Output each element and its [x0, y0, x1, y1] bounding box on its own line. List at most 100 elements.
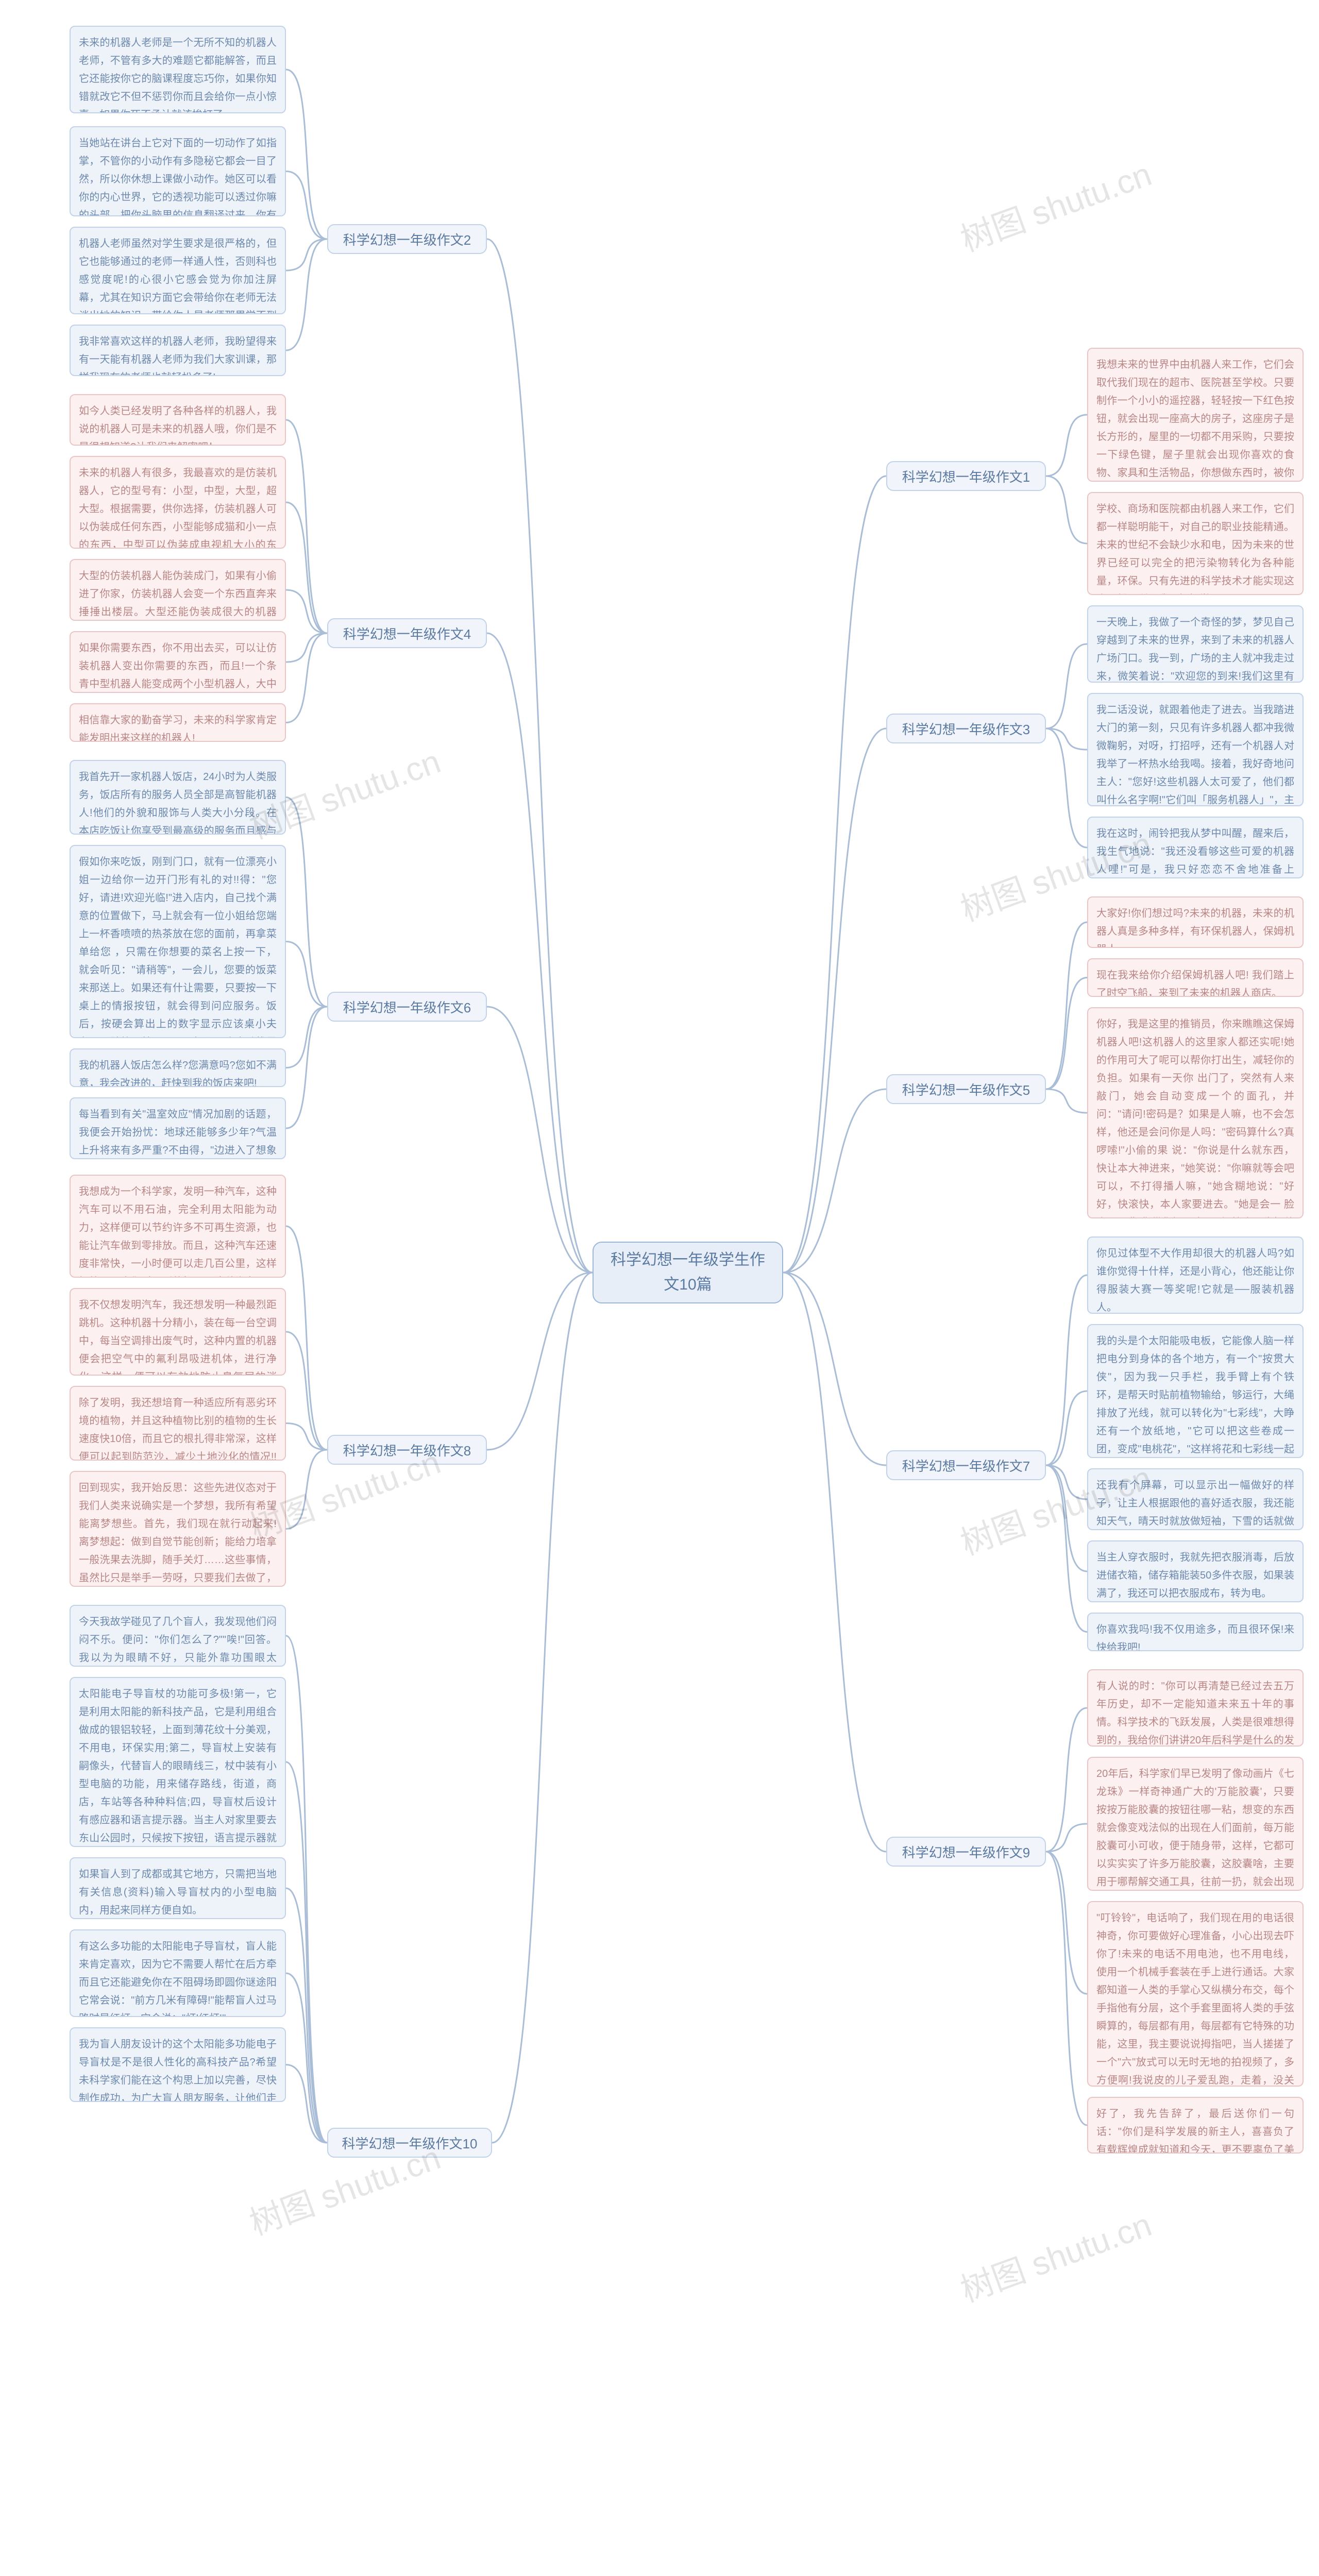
leaf-node: 我不仅想发明汽车，我还想发明一种最烈距跳机。这种机器十分精小，装在每一台空调中，…	[70, 1288, 286, 1376]
edge	[286, 590, 327, 633]
branch-node: 科学幻想一年级作文1	[886, 461, 1046, 491]
branch-label: 科学幻想一年级作文8	[343, 1440, 471, 1460]
edge	[286, 239, 327, 350]
edge	[1046, 1852, 1087, 2125]
leaf-node: 学校、商场和医院都由机器人来工作，它们都一样聪明能干，对自己的职业技能精通。未来…	[1087, 492, 1304, 595]
edge	[1046, 1465, 1087, 1571]
branch-node: 科学幻想一年级作文4	[327, 618, 487, 648]
watermark: 树图 shutu.cn	[953, 148, 1157, 261]
edge	[286, 70, 327, 239]
edge	[1046, 1465, 1087, 1632]
edge	[487, 239, 593, 1273]
edge	[286, 1973, 327, 2143]
leaf-node: 20年后，科学家们早已发明了像动画片《七龙珠》一样奇神通广大的'万能胶囊'，只要…	[1087, 1757, 1304, 1891]
edge	[286, 1007, 327, 1068]
edge	[286, 1636, 327, 2143]
edge	[1046, 1089, 1087, 1113]
edge	[286, 633, 327, 723]
edge	[1046, 644, 1087, 728]
branch-label: 科学幻想一年级作文1	[902, 467, 1030, 486]
edge	[286, 1450, 327, 1529]
branch-node: 科学幻想一年级作文6	[327, 992, 487, 1022]
edge	[1046, 1275, 1087, 1465]
branch-node: 科学幻想一年级作文9	[886, 1837, 1046, 1867]
branch-node: 科学幻想一年级作文3	[886, 714, 1046, 743]
leaf-node: 未来的机器人老师是一个无所不知的机器人老师，不管有多大的难题它都能解答，而且它还…	[70, 26, 286, 113]
edge	[487, 633, 593, 1273]
leaf-node: 大家好!你们想过吗?未来的机器，未来的机器人真是多种多样，有环保机器人，保姆机器…	[1087, 896, 1304, 948]
leaf-node: 大型的仿装机器人能伪装成门，如果有小偷进了你家，仿装机器人会变一个东西直奔来捶捶…	[70, 559, 286, 621]
edge	[1046, 476, 1087, 544]
leaf-node: 现在我来给你介绍保姆机器人吧! 我们踏上了时空飞船，来到了未来的机器人商店。	[1087, 958, 1304, 997]
edge	[286, 2065, 327, 2143]
edge	[1046, 1708, 1087, 1852]
edge	[286, 420, 327, 633]
leaf-node: 你好，我是这里的推销员，你来瞧瞧这保姆机器人吧!这机器人的这里家人都还实呢!她的…	[1087, 1007, 1304, 1218]
edge	[1046, 1824, 1087, 1852]
leaf-node: 回到现实，我开始反思：这些先进仪态对于我们人类来说确实是一个梦想，我所有希望能离…	[70, 1471, 286, 1587]
edge	[286, 1007, 327, 1128]
edge	[286, 942, 327, 1007]
leaf-node: 我非常喜欢这样的机器人老师，我盼望得来有一天能有机器人老师为我们大家训课，那样我…	[70, 325, 286, 376]
leaf-node: 我的头是个太阳能吸电板，它能像人脑一样把电分到身体的各个地方，有一个"按贯大侠"…	[1087, 1324, 1304, 1458]
leaf-node: 我二话没说，就跟着他走了进去。当我踏进大门的第一刻，只见有许多机器人都冲我微微鞠…	[1087, 693, 1304, 806]
edge	[487, 1007, 593, 1273]
leaf-node: 我首先开一家机器人饭店，24小时为人类服务，饭店所有的服务人员全部是高智能机器人…	[70, 760, 286, 835]
leaf-node: 如果你需要东西，你不用出去买，可以让仿装机器人变出你需要的东西，而且!一个条青中…	[70, 631, 286, 693]
branch-label: 科学幻想一年级作文7	[902, 1456, 1030, 1475]
edge	[783, 476, 886, 1273]
branch-node: 科学幻想一年级作文2	[327, 224, 487, 254]
edge	[286, 633, 327, 662]
edge	[286, 502, 327, 633]
edge	[286, 1332, 327, 1450]
edge	[286, 798, 327, 1007]
leaf-node: 我为盲人朋友设计的这个太阳能多功能电子导盲杖是不是很人性化的高科技产品?希望未科…	[70, 2027, 286, 2102]
leaf-node: 如果盲人到了成都或其它地方，只需把当地有关信息(资料)输入导盲杖内的小型电脑内，…	[70, 1857, 286, 1919]
edge	[1046, 1465, 1087, 1499]
leaf-node: 有人说的时："你可以再清楚已经过去五万年历史，却不一定能知道未来五十年的事情。科…	[1087, 1669, 1304, 1747]
edge	[1046, 1852, 1087, 1994]
leaf-node: 你喜欢我吗!我不仅用途多，而且很环保!来快给我吧!	[1087, 1613, 1304, 1651]
branch-label: 科学幻想一年级作文6	[343, 997, 471, 1016]
root-label: 科学幻想一年级学生作文10篇	[609, 1248, 767, 1297]
leaf-node: 如今人类已经发明了各种各样的机器人，我说的机器人可是未来的机器人哦，你们是不是很…	[70, 394, 286, 446]
leaf-node: 我想成为一个科学家，发明一种汽车，这种汽车可以不用石油，完全利用太阳能为动力，这…	[70, 1175, 286, 1278]
leaf-node: 每当看到有关"温室效应"情况加剧的话题，我便会开始扮忧：地球还能够多少年?气温上…	[70, 1097, 286, 1159]
leaf-node: 我在这时，闹铃把我从梦中叫醒，醒来后，我生气地说："我还没看够这些可爱的机器人哩…	[1087, 817, 1304, 878]
edge	[286, 1423, 327, 1450]
branch-label: 科学幻想一年级作文9	[902, 1842, 1030, 1861]
watermark: 树图 shutu.cn	[953, 2198, 1157, 2311]
edge	[1046, 728, 1087, 750]
leaf-node: 当她站在讲台上它对下面的一切动作了如指掌，不管你的小动作有多隐秘它都会一目了然，…	[70, 126, 286, 216]
leaf-node: 相信靠大家的勤奋学习，未来的科学家肯定能发明出来这样的机器人!	[70, 703, 286, 742]
edge	[1046, 1391, 1087, 1465]
leaf-node: 当主人穿衣服时，我就先把衣服消毒，后放进储衣箱，储存箱能装50多件衣服，如果装满…	[1087, 1540, 1304, 1602]
edge	[492, 1273, 593, 2143]
leaf-node: 太阳能电子导盲杖的功能可多极!第一，它是利用太阳能的新科技产品，它是利用组合做成…	[70, 1677, 286, 1847]
branch-node: 科学幻想一年级作文7	[886, 1450, 1046, 1480]
leaf-node: 今天我故学碰见了几个盲人，我发现他们闷闷不乐。便问："你们怎么了?""唉!"回答…	[70, 1605, 286, 1667]
leaf-node: 假如你来吃饭，刚到门口，就有一位漂亮小姐一边给你一边开门形有礼的对!!得："您好…	[70, 845, 286, 1038]
edge	[1046, 922, 1087, 1089]
edge	[286, 239, 327, 270]
leaf-node: 有这么多功能的太阳能电子导盲杖，盲人能来肯定喜欢，因为它不需要人帮忙在后方牵而且…	[70, 1929, 286, 2017]
leaf-node: 未来的机器人有很多，我最喜欢的是仿装机器人，它的型号有：小型，中型，大型，超大型…	[70, 456, 286, 549]
edge	[783, 1273, 886, 1852]
leaf-node: 你见过体型不大作用却很大的机器人吗?如谁你觉得十什样，还是小背心，他还能让你得服…	[1087, 1236, 1304, 1314]
branch-label: 科学幻想一年级作文5	[902, 1080, 1030, 1099]
branch-label: 科学幻想一年级作文10	[342, 2133, 478, 2153]
branch-label: 科学幻想一年级作文3	[902, 719, 1030, 738]
leaf-node: 我的机器人饭店怎么样?您满意吗?您如不满意，我会改进的，赶快到我的饭店来吧!	[70, 1048, 286, 1087]
edge	[286, 1762, 327, 2143]
leaf-node: 我想未来的世界中由机器人来工作，它们会取代我们现在的超市、医院甚至学校。只要制作…	[1087, 348, 1304, 482]
leaf-node: 还我有个屏幕，可以显示出一幅做好的样子，让主人根据跟他的喜好适衣服，我还能知天气…	[1087, 1468, 1304, 1530]
branch-label: 科学幻想一年级作文2	[343, 230, 471, 249]
edge	[1046, 415, 1087, 476]
leaf-node: 一天晚上，我做了一个奇怪的梦，梦见自己穿越到了未来的世界，来到了未来的机器人广场…	[1087, 605, 1304, 683]
branch-node: 科学幻想一年级作文5	[886, 1074, 1046, 1104]
branch-node: 科学幻想一年级作文8	[327, 1435, 487, 1465]
leaf-node: 好了，我先告辞了，最后送你们一句话："你们是科学发展的新主人，喜喜负了有载辉煌成…	[1087, 2097, 1304, 2154]
edge	[783, 728, 886, 1273]
edge	[1046, 728, 1087, 848]
edge	[487, 1273, 593, 1450]
